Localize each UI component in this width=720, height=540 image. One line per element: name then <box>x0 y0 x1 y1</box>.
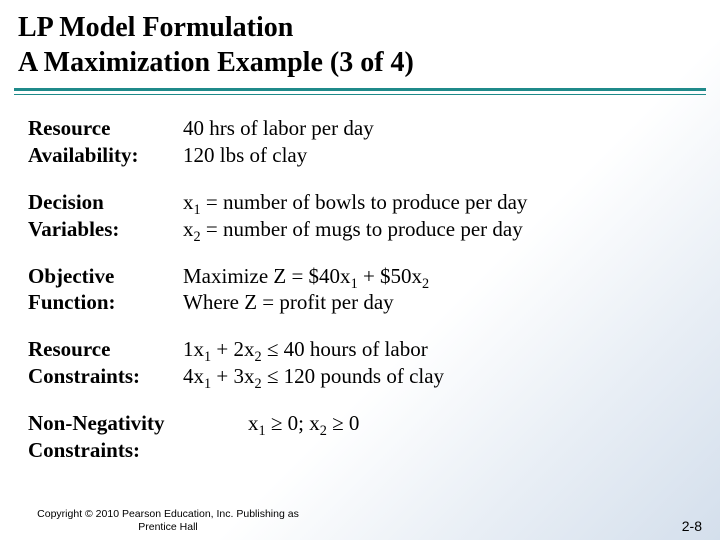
title-line-2: A Maximization Example (3 of 4) <box>18 45 702 80</box>
label-line: Availability: <box>28 143 138 167</box>
label-resource-availability: Resource Availability: <box>28 115 183 169</box>
value-objective-function: Maximize Z = $40x1 + $50x2 Where Z = pro… <box>183 263 692 317</box>
row-objective-function: Objective Function: Maximize Z = $40x1 +… <box>28 263 692 317</box>
label-line: Variables: <box>28 217 119 241</box>
label-objective-function: Objective Function: <box>28 263 183 317</box>
slide-body: Resource Availability: 40 hrs of labor p… <box>0 95 720 464</box>
label-line: Resource <box>28 116 110 140</box>
value-line: x2 = number of mugs to produce per day <box>183 217 523 241</box>
title-rule-thick <box>14 88 706 91</box>
value-line: 4x1 + 3x2 ≤ 120 pounds of clay <box>183 364 444 388</box>
label-decision-variables: Decision Variables: <box>28 189 183 243</box>
row-decision-variables: Decision Variables: x1 = number of bowls… <box>28 189 692 243</box>
value-line: Maximize Z = $40x1 + $50x2 <box>183 264 429 288</box>
value-line: 120 lbs of clay <box>183 143 307 167</box>
label-line: Objective <box>28 264 114 288</box>
value-line: 1x1 + 2x2 ≤ 40 hours of labor <box>183 337 428 361</box>
label-resource-constraints: Resource Constraints: <box>28 336 183 390</box>
value-resource-availability: 40 hrs of labor per day 120 lbs of clay <box>183 115 692 169</box>
copyright-text: Copyright © 2010 Pearson Education, Inc.… <box>18 508 318 534</box>
value-line: Where Z = profit per day <box>183 290 394 314</box>
label-line: Resource <box>28 337 110 361</box>
label-line: Constraints: <box>28 364 140 388</box>
value-decision-variables: x1 = number of bowls to produce per day … <box>183 189 692 243</box>
row-resource-availability: Resource Availability: 40 hrs of labor p… <box>28 115 692 169</box>
value-resource-constraints: 1x1 + 2x2 ≤ 40 hours of labor 4x1 + 3x2 … <box>183 336 692 390</box>
label-line: Function: <box>28 290 116 314</box>
value-line: x1 ≥ 0; x2 ≥ 0 <box>248 411 359 435</box>
slide-title: LP Model Formulation A Maximization Exam… <box>0 0 720 86</box>
value-line: 40 hrs of labor per day <box>183 116 374 140</box>
row-resource-constraints: Resource Constraints: 1x1 + 2x2 ≤ 40 hou… <box>28 336 692 390</box>
label-line: Constraints: <box>28 438 140 462</box>
title-line-1: LP Model Formulation <box>18 10 702 45</box>
label-line: Decision <box>28 190 104 214</box>
value-line: x1 = number of bowls to produce per day <box>183 190 527 214</box>
value-nonnegativity: x1 ≥ 0; x2 ≥ 0 <box>248 410 692 464</box>
label-nonnegativity: Non-Negativity Constraints: <box>28 410 248 464</box>
label-line: Non-Negativity <box>28 411 164 435</box>
page-number: 2-8 <box>682 518 702 534</box>
row-nonnegativity: Non-Negativity Constraints: x1 ≥ 0; x2 ≥… <box>28 410 692 464</box>
